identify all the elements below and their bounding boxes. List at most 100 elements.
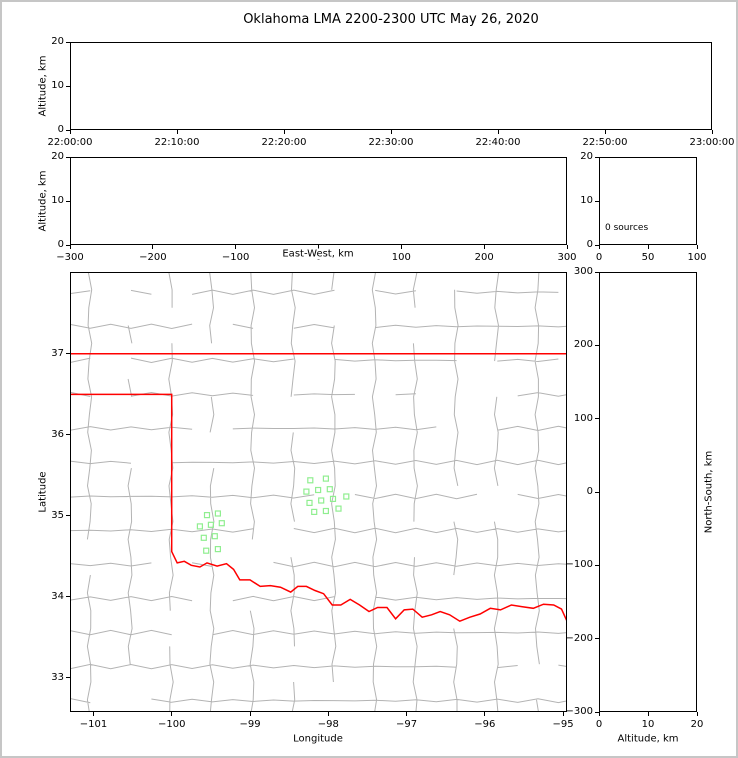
x-tick-label: 22:20:00: [261, 137, 307, 148]
x-tick-label: 200: [474, 252, 494, 263]
x-tick-mark: [604, 130, 606, 134]
x-tick-mark: [647, 712, 649, 716]
lma-station-marker: [322, 507, 329, 515]
lma-station-marker: [211, 533, 218, 540]
y-tick-label: 200: [573, 339, 593, 351]
x-tick-mark: [92, 712, 94, 716]
x-tick-mark: [598, 245, 600, 249]
x-tick-mark: [283, 130, 285, 134]
y-tick-mark: [66, 244, 70, 246]
x-tick-label: 100: [391, 252, 411, 263]
plan-view-map-panel: [70, 272, 567, 712]
time-height-panel: [70, 42, 712, 130]
longitude-axis-label: Longitude: [293, 733, 343, 745]
x-tick-mark: [152, 245, 154, 249]
lma-station-marker: [214, 546, 221, 553]
lma-station-marker: [322, 475, 329, 482]
x-tick-mark: [176, 130, 178, 134]
x-tick-label: 20: [690, 719, 704, 730]
x-tick-label: −200: [139, 252, 167, 263]
x-tick-label: 100: [687, 252, 707, 263]
y-tick-label: −200: [565, 632, 593, 644]
x-tick-label: −97: [395, 719, 418, 730]
x-tick-label: 0: [595, 719, 603, 730]
y-tick-mark: [595, 344, 599, 346]
x-tick-label: 23:00:00: [689, 137, 735, 148]
y-tick-mark: [66, 515, 70, 517]
altitude-histogram-panel: 0 sources: [599, 157, 697, 245]
lma-station-marker: [203, 547, 210, 554]
lma-station-marker: [207, 521, 214, 528]
y-tick-mark: [595, 418, 599, 420]
north-south-height-panel: [599, 272, 697, 712]
lma-station-marker: [218, 520, 225, 527]
y-tick-label: 20: [51, 36, 64, 47]
y-tick-mark: [595, 200, 599, 202]
x-tick-mark: [483, 245, 485, 249]
lma-station-marker: [329, 495, 337, 502]
y-tick-mark: [66, 200, 70, 202]
map-panel-frame: [70, 272, 567, 712]
x-tick-label: 22:40:00: [475, 137, 521, 148]
x-tick-mark: [566, 245, 568, 249]
x-tick-mark: [711, 130, 713, 134]
x-tick-label: 300: [557, 252, 577, 263]
y-tick-mark: [595, 156, 599, 158]
latitude-axis-label: Latitude: [37, 471, 49, 513]
ns-panel-altitude-xlabel: Altitude, km: [617, 733, 679, 745]
x-tick-label: −300: [56, 252, 84, 263]
x-tick-mark: [696, 712, 698, 716]
x-tick-mark: [327, 712, 329, 716]
x-tick-mark: [69, 130, 71, 134]
x-tick-label: −95: [552, 719, 574, 730]
y-tick-label: 10: [580, 195, 593, 206]
lma-station-marker: [203, 512, 211, 519]
x-tick-label: −99: [239, 719, 261, 730]
y-tick-label: 20: [580, 151, 593, 162]
y-tick-label: 10: [51, 80, 64, 91]
east-west-height-panel: [70, 157, 567, 245]
x-tick-mark: [406, 712, 408, 716]
y-tick-mark: [595, 491, 599, 493]
x-tick-label: −96: [474, 719, 496, 730]
x-tick-mark: [390, 130, 392, 134]
x-tick-mark: [318, 245, 319, 249]
x-tick-label: 50: [641, 252, 655, 263]
lma-station-marker: [200, 534, 207, 541]
x-tick-label: −100: [158, 719, 186, 730]
x-tick-mark: [171, 712, 173, 716]
x-tick-mark: [562, 712, 564, 716]
lma-station-marker: [303, 488, 310, 495]
y-tick-mark: [595, 244, 599, 246]
y-tick-label: 10: [51, 195, 64, 206]
y-tick-mark: [66, 353, 70, 355]
x-tick-label: 22:30:00: [368, 137, 414, 148]
x-tick-label: 22:10:00: [154, 137, 200, 148]
x-tick-label: 22:00:00: [47, 137, 93, 148]
east-west-xlabel: East-West, km: [279, 248, 357, 260]
lma-station-marker: [307, 477, 314, 484]
lma-station-marker: [335, 505, 342, 512]
lma-station-marker: [196, 523, 204, 530]
x-tick-label: −98: [317, 719, 339, 730]
y-tick-label: 20: [51, 151, 64, 162]
y-tick-mark: [595, 564, 599, 566]
lma-station-marker: [214, 510, 221, 517]
y-tick-label: −300: [565, 706, 593, 717]
x-tick-mark: [235, 245, 237, 249]
y-tick-label: 300: [573, 266, 593, 277]
x-tick-label: 10: [641, 719, 655, 730]
y-tick-label: 33: [51, 671, 64, 683]
x-tick-label: −101: [79, 719, 108, 730]
y-tick-label: −100: [565, 559, 593, 571]
lma-station-marker: [311, 508, 318, 515]
y-tick-label: 35: [51, 509, 64, 521]
x-tick-mark: [696, 245, 698, 249]
x-tick-mark: [249, 712, 251, 716]
y-tick-mark: [595, 638, 599, 640]
y-tick-label: 0: [586, 486, 593, 497]
lma-station-marker: [306, 499, 313, 506]
x-tick-label: −100: [221, 252, 250, 263]
x-tick-label: 0: [595, 252, 603, 263]
